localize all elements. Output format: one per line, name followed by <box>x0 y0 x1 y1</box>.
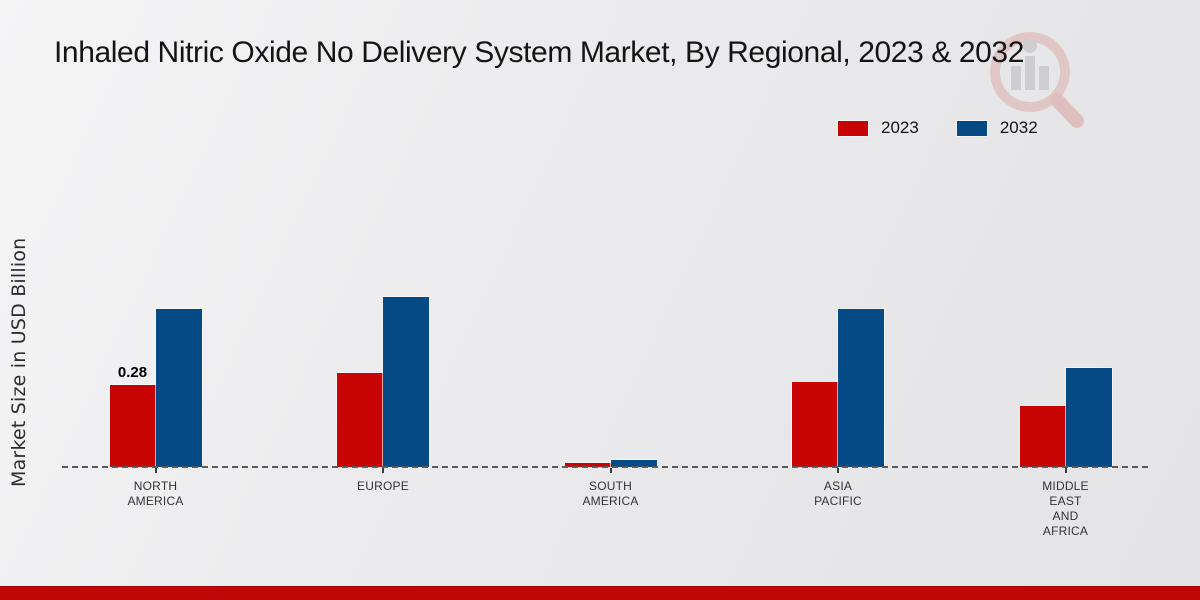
legend-item-2032: 2032 <box>956 118 1038 138</box>
legend-item-2023: 2023 <box>838 118 919 138</box>
bar-2032-middle-east-and-africa <box>1065 367 1112 467</box>
legend-label-2032: 2032 <box>999 118 1038 137</box>
bar-2023-asia-pacific <box>792 382 838 467</box>
legend-swatch-2023 <box>838 120 868 136</box>
bar-2023-europe <box>337 373 383 467</box>
x-tick-label-south-america: SOUTH AMERICA <box>582 479 639 508</box>
x-tick-south-america <box>609 468 612 473</box>
x-tick-middle-east-and-africa <box>1064 468 1067 473</box>
bar-2023-south-america <box>564 462 611 467</box>
x-tick-label-europe: EUROPE <box>357 479 409 493</box>
x-tick-north-america <box>154 468 157 473</box>
legend-label-2023: 2023 <box>881 118 919 137</box>
watermark-magnifier-logo-icon <box>990 32 1084 128</box>
bar-value-label-north-america: 0.28 <box>117 364 148 382</box>
legend-swatch-2032 <box>956 120 987 136</box>
bar-2023-north-america <box>109 385 156 467</box>
x-tick-europe <box>382 468 384 473</box>
bar-2032-europe <box>383 297 429 467</box>
x-tick-label-middle-east-and-africa: MIDDLE EAST AND AFRICA <box>1042 479 1089 538</box>
footer-bar <box>0 586 1200 600</box>
x-tick-label-asia-pacific: ASIA PACIFIC <box>814 479 862 508</box>
x-tick-asia-pacific <box>837 468 839 473</box>
bar-2032-asia-pacific <box>838 309 884 467</box>
bar-2032-south-america <box>610 459 657 467</box>
legend: 2023 2032 <box>838 118 1038 138</box>
x-tick-label-north-america: NORTH AMERICA <box>127 479 184 508</box>
bar-2032-north-america <box>155 309 202 467</box>
x-axis-baseline <box>62 466 1148 468</box>
chart-title: Inhaled Nitric Oxide No Delivery System … <box>54 36 1024 69</box>
bar-2023-middle-east-and-africa <box>1019 405 1066 467</box>
